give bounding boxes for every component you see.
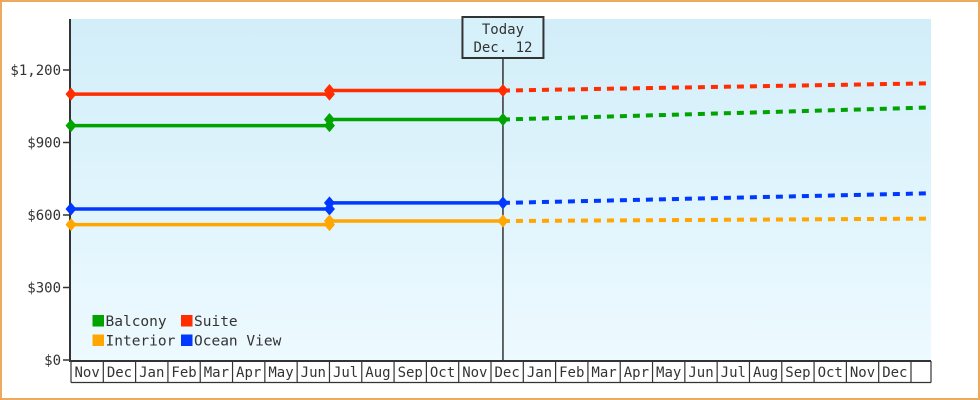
month-label: Oct: [818, 365, 843, 381]
legend: Balcony Suite Interior Ocean View: [92, 314, 282, 350]
plot-background: [71, 19, 931, 360]
month-label: Jul: [333, 365, 358, 381]
series-balcony: [65, 105, 932, 133]
month-label: Nov: [462, 365, 487, 381]
data-point-marker: [323, 196, 335, 210]
month-label: Dec: [107, 365, 132, 381]
legend-label: Interior: [106, 334, 176, 350]
y-axis: $0 $300 $600 $900 $1,200: [10, 19, 71, 369]
legend-label: Balcony: [106, 314, 167, 330]
series-line-forecast: [502, 216, 932, 224]
data-point-marker: [65, 87, 77, 101]
month-label: Aug: [753, 365, 778, 381]
month-label: Feb: [559, 365, 584, 381]
x-axis: Nov Dec Jan Feb Mar Apr May Jun Jul Aug Sep Oct Nov D…: [69, 360, 932, 384]
legend-swatch-icon: [181, 315, 193, 327]
data-point-marker: [323, 84, 335, 98]
month-label: Sep: [785, 365, 810, 381]
legend-label: Suite: [194, 314, 238, 330]
data-point-marker: [323, 113, 335, 127]
legend-item-interior: Interior: [92, 334, 176, 350]
month-label: Jun: [301, 365, 326, 381]
legend-item-balcony: Balcony: [92, 314, 167, 330]
legend-swatch-icon: [92, 334, 104, 346]
legend-swatch-icon: [92, 315, 104, 327]
data-point-marker: [65, 202, 77, 216]
data-point-marker: [65, 119, 77, 133]
data-point-marker: [323, 214, 335, 228]
legend-label: Ocean View: [194, 334, 282, 350]
data-point-marker: [497, 196, 509, 210]
month-label: Dec: [495, 365, 520, 381]
month-label: Feb: [171, 365, 196, 381]
month-label: Jun: [688, 365, 713, 381]
data-point-marker: [497, 214, 509, 228]
series-suite: [65, 81, 932, 101]
y-tick-label: $1,200: [10, 63, 61, 79]
today-box-title: Today: [482, 22, 524, 38]
series-interior: [65, 214, 932, 232]
month-label: May: [268, 365, 293, 381]
today-box-date: Dec. 12: [473, 40, 532, 56]
month-label: Nov: [75, 365, 100, 381]
series-line-forecast: [502, 191, 932, 205]
series-ocean-view: [65, 191, 932, 216]
data-point-marker: [497, 84, 509, 98]
month-label: Mar: [204, 365, 229, 381]
month-label: May: [656, 365, 681, 381]
y-tick-label: $600: [27, 208, 61, 224]
month-label: Dec: [882, 365, 907, 381]
month-label: Nov: [850, 365, 875, 381]
data-point-marker: [497, 113, 509, 127]
y-tick-label: $0: [44, 353, 61, 369]
today-annotation: Today Dec. 12: [461, 16, 545, 59]
series-line-forecast: [502, 81, 932, 93]
series-line-forecast: [502, 105, 932, 122]
y-tick-label: $900: [27, 136, 61, 152]
month-label: Sep: [398, 365, 423, 381]
month-label: Oct: [430, 365, 455, 381]
month-label: Mar: [591, 365, 616, 381]
legend-swatch-icon: [181, 334, 193, 346]
month-label: Jan: [527, 365, 552, 381]
month-label: Aug: [365, 365, 390, 381]
today-box: [461, 16, 545, 59]
month-label: Apr: [624, 365, 649, 381]
month-label: Jan: [139, 365, 164, 381]
legend-item-suite: Suite: [181, 314, 238, 330]
legend-item-ocean-view: Ocean View: [181, 334, 282, 350]
month-label: Jul: [721, 365, 746, 381]
y-tick-label: $300: [27, 281, 61, 297]
data-point-marker: [65, 218, 77, 232]
month-label: Apr: [236, 365, 261, 381]
